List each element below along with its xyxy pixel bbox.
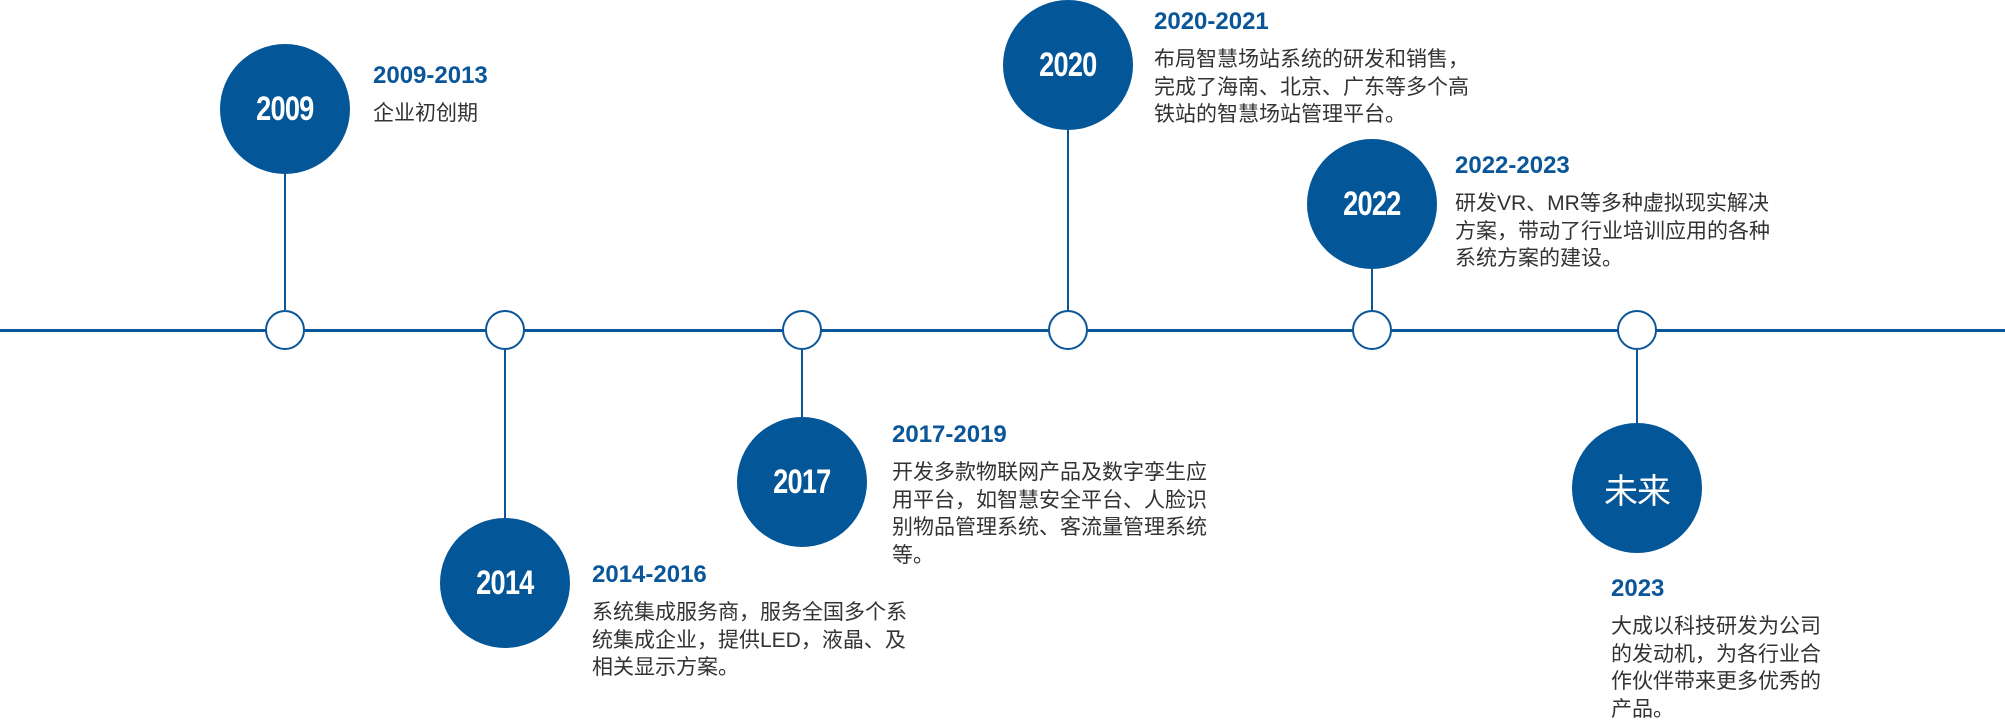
milestone-title: 2022-2023 xyxy=(1455,152,1770,180)
description-line: 相关显示方案。 xyxy=(592,654,907,682)
milestone-title: 2020-2021 xyxy=(1154,8,1469,36)
description-line: 研发VR、MR等多种虚拟现实解决 xyxy=(1455,190,1770,218)
connector-2009 xyxy=(284,174,286,310)
timeline-node-2020 xyxy=(1048,310,1088,350)
year-badge-future: 未来 xyxy=(1572,423,1702,553)
description-line: 统集成企业，提供LED，液晶、及 xyxy=(592,627,907,655)
milestone-text-2014: 2014-2016 系统集成服务商，服务全国多个系 统集成企业，提供LED，液晶… xyxy=(592,561,907,682)
description-line: 企业初创期 xyxy=(373,100,488,128)
milestone-description: 企业初创期 xyxy=(373,100,488,128)
timeline-node-2017 xyxy=(782,310,822,350)
milestone-text-2009: 2009-2013 企业初创期 xyxy=(373,62,488,128)
milestone-text-2022: 2022-2023 研发VR、MR等多种虚拟现实解决 方案，带动了行业培训应用的… xyxy=(1455,152,1770,273)
description-line: 用平台，如智慧安全平台、人脸识 xyxy=(892,487,1207,515)
description-line: 布局智慧场站系统的研发和销售， xyxy=(1154,46,1469,74)
connector-2022 xyxy=(1371,269,1373,310)
year-badge-2014: 2014 xyxy=(440,518,570,648)
year-badge-2020: 2020 xyxy=(1003,0,1133,130)
milestone-description: 系统集成服务商，服务全国多个系 统集成企业，提供LED，液晶、及 相关显示方案。 xyxy=(592,599,907,682)
description-line: 铁站的智慧场站管理平台。 xyxy=(1154,101,1469,129)
milestone-title: 2023 xyxy=(1611,575,1821,603)
milestone-description: 开发多款物联网产品及数字孪生应 用平台，如智慧安全平台、人脸识 别物品管理系统、… xyxy=(892,459,1207,569)
milestone-title: 2014-2016 xyxy=(592,561,907,589)
year-badge-2017: 2017 xyxy=(737,417,867,547)
description-line: 产品。 xyxy=(1611,696,1821,723)
connector-2020 xyxy=(1067,130,1069,310)
badge-label: 2014 xyxy=(476,564,533,603)
description-line: 系统集成服务商，服务全国多个系 xyxy=(592,599,907,627)
connector-2017 xyxy=(801,350,803,417)
timeline-node-2014 xyxy=(485,310,525,350)
description-line: 方案，带动了行业培训应用的各种 xyxy=(1455,218,1770,246)
badge-label: 2017 xyxy=(773,463,830,502)
description-line: 系统方案的建设。 xyxy=(1455,245,1770,273)
description-line: 等。 xyxy=(892,542,1207,570)
description-line: 大成以科技研发为公司 xyxy=(1611,613,1821,641)
year-badge-2009: 2009 xyxy=(220,44,350,174)
badge-label: 未来 xyxy=(1604,464,1670,513)
milestone-text-2020: 2020-2021 布局智慧场站系统的研发和销售， 完成了海南、北京、广东等多个… xyxy=(1154,8,1469,129)
milestone-text-2017: 2017-2019 开发多款物联网产品及数字孪生应 用平台，如智慧安全平台、人脸… xyxy=(892,421,1207,569)
badge-label: 2022 xyxy=(1343,185,1400,224)
timeline-node-future xyxy=(1617,310,1657,350)
milestone-title: 2009-2013 xyxy=(373,62,488,90)
connector-future xyxy=(1636,350,1638,423)
badge-label: 2009 xyxy=(256,90,313,129)
description-line: 开发多款物联网产品及数字孪生应 xyxy=(892,459,1207,487)
description-line: 别物品管理系统、客流量管理系统 xyxy=(892,514,1207,542)
badge-label: 2020 xyxy=(1039,46,1096,85)
timeline-node-2022 xyxy=(1352,310,1392,350)
timeline-node-2009 xyxy=(265,310,305,350)
milestone-description: 大成以科技研发为公司 的发动机，为各行业合 作伙伴带来更多优秀的 产品。 xyxy=(1611,613,1821,723)
milestone-text-future: 2023 大成以科技研发为公司 的发动机，为各行业合 作伙伴带来更多优秀的 产品… xyxy=(1611,575,1821,723)
description-line: 完成了海南、北京、广东等多个高 xyxy=(1154,74,1469,102)
milestone-title: 2017-2019 xyxy=(892,421,1207,449)
description-line: 的发动机，为各行业合 xyxy=(1611,641,1821,669)
connector-2014 xyxy=(504,350,506,518)
description-line: 作伙伴带来更多优秀的 xyxy=(1611,668,1821,696)
milestone-description: 研发VR、MR等多种虚拟现实解决 方案，带动了行业培训应用的各种 系统方案的建设… xyxy=(1455,190,1770,273)
milestone-description: 布局智慧场站系统的研发和销售， 完成了海南、北京、广东等多个高 铁站的智慧场站管… xyxy=(1154,46,1469,129)
year-badge-2022: 2022 xyxy=(1307,139,1437,269)
